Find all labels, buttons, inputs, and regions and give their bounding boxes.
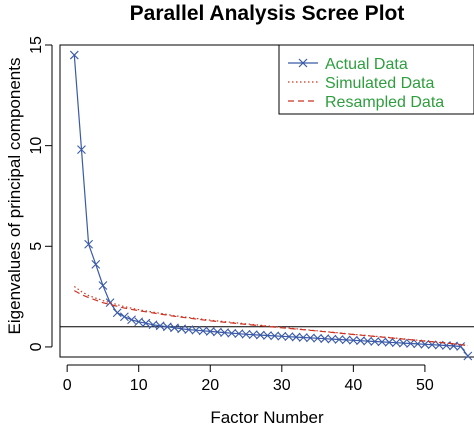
data-point-actual (320, 334, 330, 344)
data-point-actual (91, 260, 101, 269)
data-point-actual (162, 322, 172, 332)
x-tick-label: 10 (130, 377, 148, 394)
data-point-actual (77, 145, 86, 155)
data-point-actual (384, 337, 394, 347)
series-line-resampled (74, 290, 468, 347)
data-point-actual (263, 331, 272, 340)
data-point-actual (127, 315, 136, 325)
data-point-actual (348, 335, 358, 345)
legend: Actual Data Simulated Data Resampled Dat… (278, 44, 474, 115)
x-axis-ticks: 0 10 20 30 40 50 (63, 364, 434, 394)
y-axis-label: Eigenvalues of principal components (5, 58, 24, 335)
data-point-actual (391, 338, 401, 348)
legend-marker-actual (298, 58, 308, 68)
data-point-actual (420, 339, 430, 349)
x-tick-label: 0 (63, 377, 72, 394)
data-point-actual (456, 342, 466, 351)
data-point-actual (284, 332, 294, 342)
data-point-actual (291, 332, 301, 342)
x-tick-label: 30 (273, 377, 291, 394)
data-point-actual (184, 325, 194, 335)
x-axis-label: Factor Number (210, 408, 324, 427)
data-point-actual (298, 333, 308, 342)
data-point-actual (170, 323, 179, 333)
x-tick-label: 20 (201, 377, 219, 394)
legend-label-actual: Actual Data (325, 56, 408, 73)
data-point-actual (313, 333, 322, 343)
y-tick-label: 10 (28, 137, 45, 155)
data-point-actual (356, 336, 365, 346)
data-point-actual (177, 324, 187, 334)
series-line-simulated (73, 286, 468, 347)
data-point-actual (148, 320, 158, 330)
y-tick-label: 15 (28, 36, 45, 54)
data-point-actual (220, 328, 229, 338)
data-point-actual (134, 317, 144, 327)
data-point-actual (112, 308, 122, 318)
series-layer (69, 50, 473, 361)
legend-label-resampled: Resampled Data (325, 94, 444, 111)
data-point-actual (191, 325, 201, 335)
y-axis-ticks: 0 5 10 15 (28, 36, 53, 351)
legend-label-simulated: Simulated Data (325, 75, 434, 92)
data-point-actual (341, 335, 351, 345)
data-point-actual (84, 239, 94, 249)
data-point-actual (69, 50, 79, 60)
data-point-actual (463, 351, 473, 361)
data-point-actual (270, 331, 280, 341)
data-point-actual (406, 339, 415, 348)
plot-area-frame (59, 44, 474, 358)
y-tick-label: 0 (28, 342, 45, 351)
data-point-actual (227, 328, 237, 338)
series-line-actual (73, 55, 469, 357)
data-point-actual (213, 327, 222, 337)
y-tick-label: 5 (28, 242, 45, 251)
data-point-actual (120, 312, 129, 322)
x-tick-label: 50 (416, 377, 434, 394)
data-point-actual (241, 329, 251, 339)
data-point-actual (334, 335, 344, 344)
data-point-actual (198, 326, 208, 336)
data-point-actual (363, 336, 373, 346)
data-point-actual (141, 318, 151, 328)
data-point-actual (248, 330, 258, 340)
data-point-actual (399, 338, 408, 348)
data-point-actual (155, 321, 165, 331)
chart-title: Parallel Analysis Scree Plot (130, 2, 405, 25)
data-point-actual (277, 331, 287, 341)
data-point-actual (327, 334, 337, 344)
x-tick-label: 40 (344, 377, 362, 394)
data-point-actual (205, 327, 215, 336)
data-point-actual (377, 337, 387, 347)
data-point-actual (98, 281, 108, 290)
data-point-actual (370, 337, 380, 346)
data-point-actual (255, 330, 265, 340)
legend-box (278, 44, 474, 115)
data-point-actual (234, 329, 244, 339)
data-point-actual (306, 333, 315, 343)
